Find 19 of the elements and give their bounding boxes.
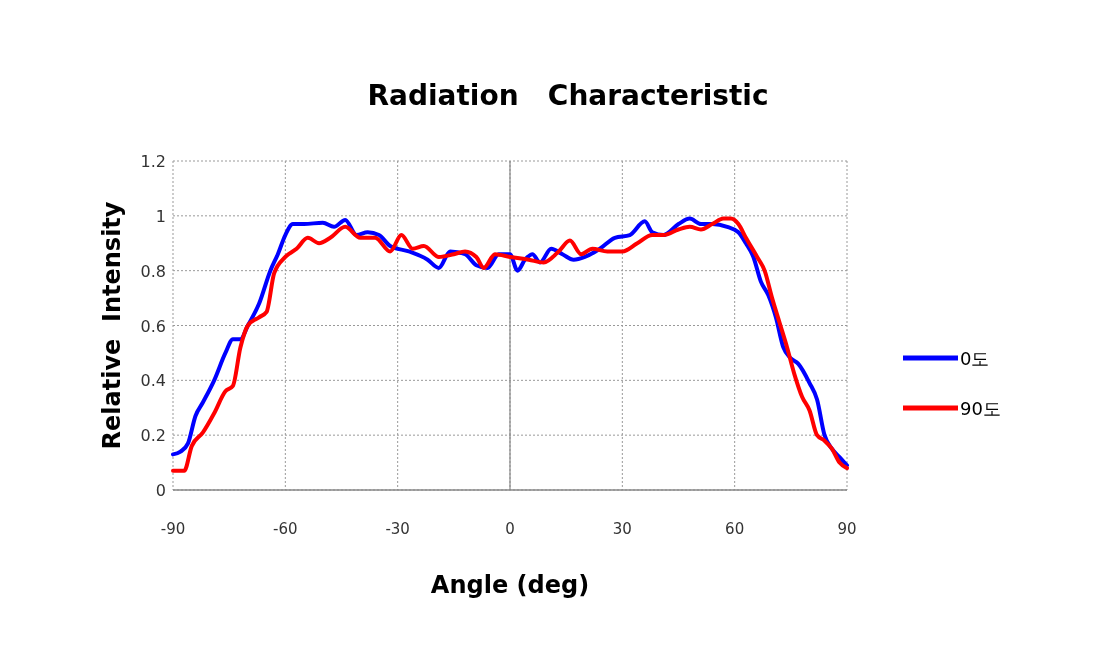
- y-tick-label: 0: [155, 481, 166, 500]
- x-tick-label: 30: [612, 520, 632, 538]
- y-tick-label: 1.2: [140, 152, 166, 171]
- chart-title: Radiation Characteristic: [367, 79, 769, 112]
- x-tick-label: -30: [385, 520, 410, 538]
- y-tick-label: 0.2: [140, 426, 166, 446]
- x-tick-label: -60: [273, 520, 298, 538]
- y-tick-label: 1: [155, 206, 166, 226]
- y-tick-label: 0.8: [140, 261, 166, 281]
- legend-label: 90도: [960, 398, 1001, 419]
- x-axis-title: Angle (deg): [430, 571, 590, 599]
- x-tick-label: 90: [837, 520, 857, 538]
- x-tick-label: 0: [505, 520, 515, 538]
- y-tick-label: 0.4: [140, 371, 166, 391]
- legend-label: 0도: [960, 348, 990, 369]
- y-axis-title: Relative Intensity: [98, 201, 126, 450]
- x-tick-label: 60: [725, 520, 745, 538]
- x-tick-label: -90: [160, 520, 186, 538]
- y-tick-label: 0.6: [140, 316, 166, 336]
